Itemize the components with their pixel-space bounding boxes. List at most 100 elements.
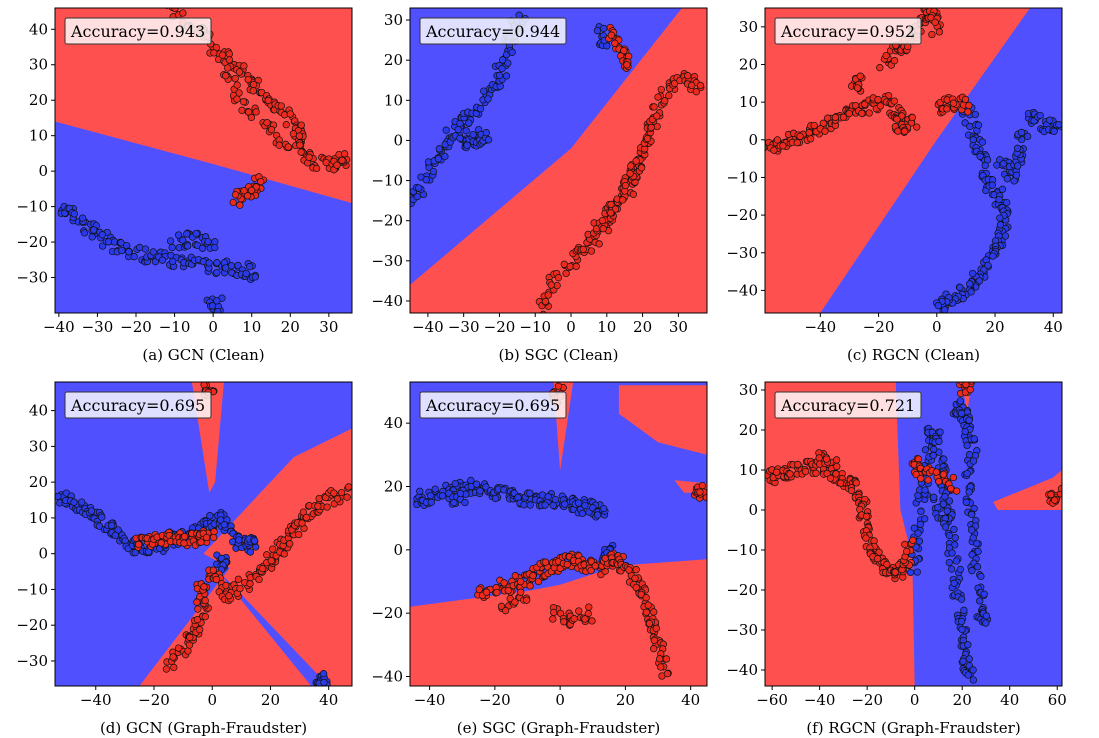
blue-point [593, 511, 602, 519]
red-point [282, 121, 290, 129]
red-point [650, 103, 658, 111]
y-tick-label: 30 [29, 437, 48, 455]
red-point [688, 81, 696, 90]
red-point [135, 540, 143, 549]
blue-point [968, 567, 976, 575]
blue-point [969, 676, 978, 684]
blue-point [184, 242, 192, 250]
blue-point [600, 24, 608, 33]
blue-point [970, 435, 978, 443]
blue-point [422, 176, 430, 184]
blue-point [973, 539, 981, 548]
accuracy-box [774, 391, 922, 419]
red-point [893, 115, 901, 123]
blue-point [320, 678, 328, 686]
blue-point [969, 534, 977, 542]
blue-point [916, 520, 925, 528]
red-point [642, 594, 650, 602]
red-cluster-2 [598, 157, 646, 235]
red-point [179, 9, 187, 17]
accuracy-label: Accuracy=0.952 [780, 22, 915, 41]
blue-point [431, 485, 439, 493]
red-point [874, 96, 882, 104]
red-cluster-5 [891, 112, 909, 136]
red-point [289, 130, 298, 138]
red-point [611, 39, 619, 47]
plot-area [410, 8, 707, 313]
y-tick-label: −20 [16, 616, 48, 634]
blue-point [502, 72, 511, 80]
red-point [585, 603, 593, 611]
red-point [647, 123, 655, 132]
red-point [534, 577, 543, 586]
blue-cluster-1 [906, 424, 978, 684]
blue-point [956, 283, 964, 292]
red-point [832, 470, 840, 478]
x-tick-label: 0 [910, 691, 920, 709]
blue-point [498, 56, 507, 64]
red-point [196, 626, 204, 634]
blue-point [251, 273, 259, 281]
blue-point [429, 167, 438, 176]
red-point [200, 583, 208, 591]
red-point [839, 113, 848, 121]
decision-region-bottom [765, 8, 1062, 313]
red-point [587, 566, 595, 575]
red-point [837, 479, 845, 487]
red-point [876, 102, 885, 110]
blue-point [125, 248, 133, 256]
red-point [330, 489, 338, 497]
red-point [894, 127, 902, 135]
blue-point [204, 237, 212, 246]
x-tick-label: 20 [261, 691, 280, 709]
y-tick-label: 30 [384, 11, 403, 29]
red-point [323, 503, 331, 511]
plot-area [55, 8, 352, 313]
y-tick-label: −30 [371, 252, 403, 270]
blue-point [969, 457, 978, 465]
blue-point [98, 513, 106, 521]
red-point [222, 581, 230, 590]
red-point [856, 72, 864, 80]
decision-region-red-2 [993, 474, 1062, 510]
red-point [779, 142, 787, 150]
red-point [162, 665, 171, 673]
red-point [865, 109, 873, 117]
red-cluster-4 [934, 93, 973, 117]
blue-point [78, 498, 86, 506]
red-point [932, 468, 941, 476]
red-cluster-1 [162, 483, 352, 673]
red-point [267, 557, 275, 565]
decision-region-red-3 [1052, 470, 1062, 486]
x-tick-label: −60 [756, 691, 788, 709]
plot-area [410, 382, 707, 686]
blue-point [211, 243, 219, 252]
y-tick-label: −20 [371, 604, 403, 622]
red-point [554, 274, 563, 282]
blue-point [969, 666, 977, 674]
red-point [939, 470, 948, 479]
red-point [629, 190, 638, 198]
red-cluster-1 [164, 8, 351, 174]
x-tick-label: 30 [669, 318, 688, 336]
y-tick-label: 30 [739, 18, 758, 36]
red-point [197, 538, 205, 546]
red-point [876, 64, 884, 72]
red-point [549, 615, 557, 623]
red-point [186, 633, 194, 641]
red-point [631, 574, 639, 582]
red-point [180, 532, 189, 541]
red-point [822, 455, 831, 463]
accuracy-label: Accuracy=0.721 [780, 396, 915, 415]
red-point [598, 216, 607, 225]
blue-point [1003, 175, 1011, 183]
red-point [821, 127, 829, 135]
red-point [240, 187, 248, 195]
red-point [529, 572, 537, 580]
x-tick-label: −40 [414, 691, 446, 709]
red-point [225, 56, 234, 64]
blue-point [234, 261, 242, 270]
red-point [338, 156, 346, 164]
red-point [696, 81, 705, 90]
y-tick-label: 10 [29, 127, 48, 145]
